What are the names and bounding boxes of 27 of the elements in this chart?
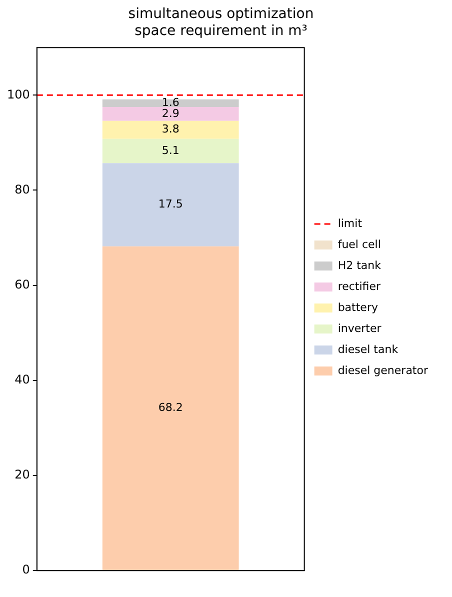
bar	[102, 99, 239, 108]
bar	[102, 246, 239, 570]
legend-label: inverter	[338, 322, 382, 335]
legend-label: H2 tank	[338, 258, 382, 272]
legend-label: battery	[338, 300, 378, 314]
legend-label: diesel generator	[338, 364, 428, 377]
y-tick-label: 100	[7, 87, 30, 102]
chart-title: simultaneous optimization space requirement in m³	[128, 6, 314, 39]
data-label: 68.2	[158, 401, 183, 414]
y-tick-label: 20	[14, 468, 30, 482]
y-tick-label: 60	[14, 277, 30, 292]
y-tick-label: 0	[22, 562, 30, 577]
legend-label: rectifier	[338, 280, 381, 293]
legend-label: diesel tank	[338, 342, 399, 356]
y-tick-label: 40	[14, 372, 30, 387]
bar	[102, 163, 239, 246]
bar	[102, 107, 239, 121]
bar	[102, 138, 239, 164]
y-tick-label: 80	[14, 182, 30, 196]
data-label: 17.5	[158, 198, 183, 211]
data-label: 2.9	[162, 106, 180, 120]
legend-label: fuel cell	[338, 238, 381, 251]
data-label: 3.8	[162, 122, 180, 136]
bar	[102, 120, 239, 139]
legend-label: limit	[338, 216, 363, 230]
data-label: 5.1	[162, 144, 180, 157]
data-label: 1.6	[162, 96, 180, 110]
